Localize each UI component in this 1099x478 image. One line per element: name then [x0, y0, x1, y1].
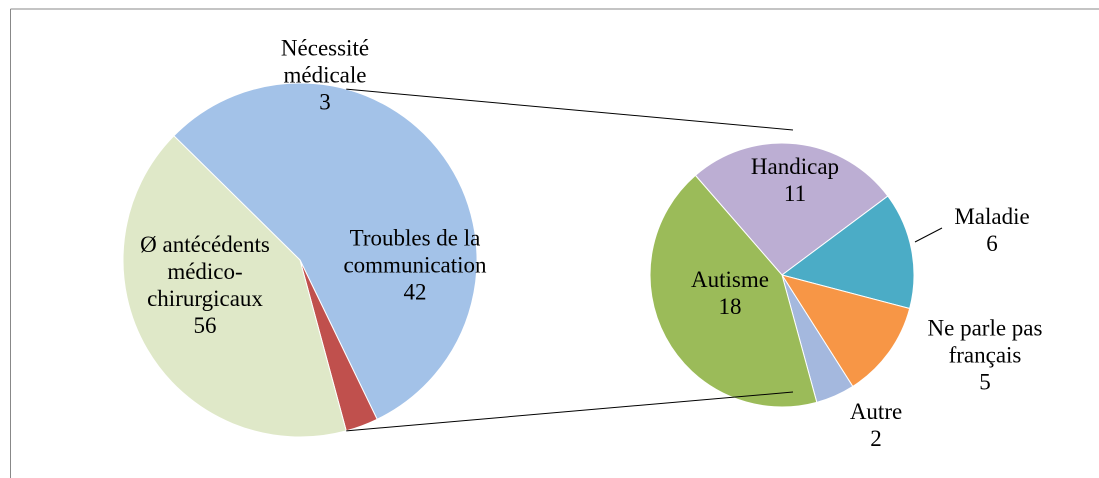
label-name: Maladie [954, 204, 1030, 229]
data-label: Troubles de la communication 42 [310, 225, 520, 306]
label-value: 2 [870, 426, 882, 451]
label-name: Handicap [750, 154, 840, 179]
label-name: Ø antécédents médico-chirurgicaux [140, 232, 270, 311]
data-label: Nécessité médicale 3 [260, 35, 390, 116]
pie-slice [694, 142, 889, 276]
connector [346, 88, 794, 131]
label-name: Ne parle pas français [927, 315, 1043, 368]
data-label: Autisme 18 [670, 266, 790, 320]
leader-line [914, 227, 943, 243]
connector [346, 391, 794, 432]
label-value: 6 [986, 231, 998, 256]
data-label: Ø antécédents médico-chirurgicaux 56 [120, 231, 290, 339]
data-label: Maladie 6 [937, 203, 1047, 257]
label-name: Autre [849, 399, 903, 424]
label-value: 18 [718, 294, 742, 319]
pie-slice [173, 82, 478, 420]
data-label: Ne parle pas français 5 [905, 315, 1065, 396]
pie-slice [780, 195, 915, 310]
label-name: Autisme [691, 267, 769, 292]
label-value: 42 [403, 279, 427, 305]
data-label: Handicap 11 [725, 153, 865, 207]
pie-slice [649, 174, 818, 408]
label-value: 5 [979, 369, 991, 395]
label-name: Troubles de la communication [343, 225, 487, 278]
label-value: 3 [319, 89, 331, 115]
pie-slice [780, 274, 911, 388]
label-value: 56 [193, 313, 217, 338]
label-value: 11 [783, 181, 807, 206]
data-label: Autre 2 [836, 398, 916, 452]
pie-slice [122, 135, 347, 438]
label-name: Nécessité médicale [280, 35, 370, 88]
